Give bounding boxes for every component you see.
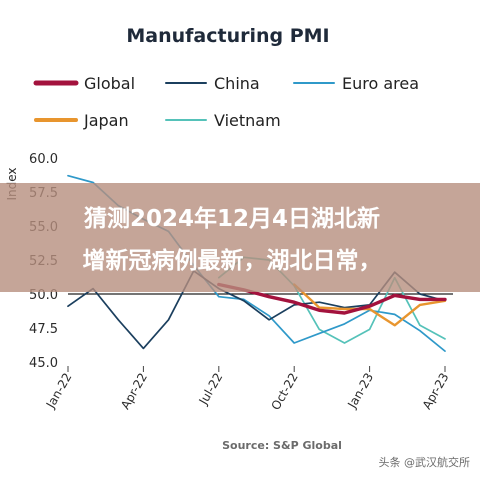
headline-line-2: 增新冠病例最新，湖北日常，: [83, 247, 382, 274]
x-tick-label: Jul-22: [196, 371, 226, 408]
x-tick-label: Jan-22: [43, 371, 75, 412]
headline-line-1: 猜测2024年12月4日湖北新: [83, 205, 380, 232]
legend-label-japan: Japan: [83, 111, 129, 130]
watermark: 头条 @武汉航交所: [379, 455, 471, 469]
x-ticks: Jan-22 Apr-22 Jul-22 Oct-22 Jan-23 Apr-23: [43, 366, 452, 412]
y-tick-label: 60.0: [29, 152, 58, 167]
legend-label-china: China: [214, 74, 260, 93]
legend-label-vietnam: Vietnam: [214, 111, 281, 130]
legend-label-euro-area: Euro area: [342, 74, 419, 93]
chart-title: Manufacturing PMI: [126, 25, 329, 47]
legend-label-global: Global: [84, 74, 135, 93]
x-tick-label: Jan-23: [345, 371, 377, 412]
x-tick-label: Apr-22: [118, 371, 150, 412]
y-tick-label: 47.5: [29, 322, 58, 337]
series-line-japan: [293, 283, 447, 327]
legend: Global China Euro area Japan Vietnam: [33, 74, 419, 130]
series-line-global: [217, 282, 447, 315]
x-tick-label: Oct-22: [268, 371, 300, 413]
y-tick-label: 45.0: [29, 356, 58, 371]
headline-overlay: [0, 183, 480, 292]
source-note: Source: S&P Global: [222, 439, 342, 452]
x-tick-label: Apr-23: [420, 371, 452, 412]
